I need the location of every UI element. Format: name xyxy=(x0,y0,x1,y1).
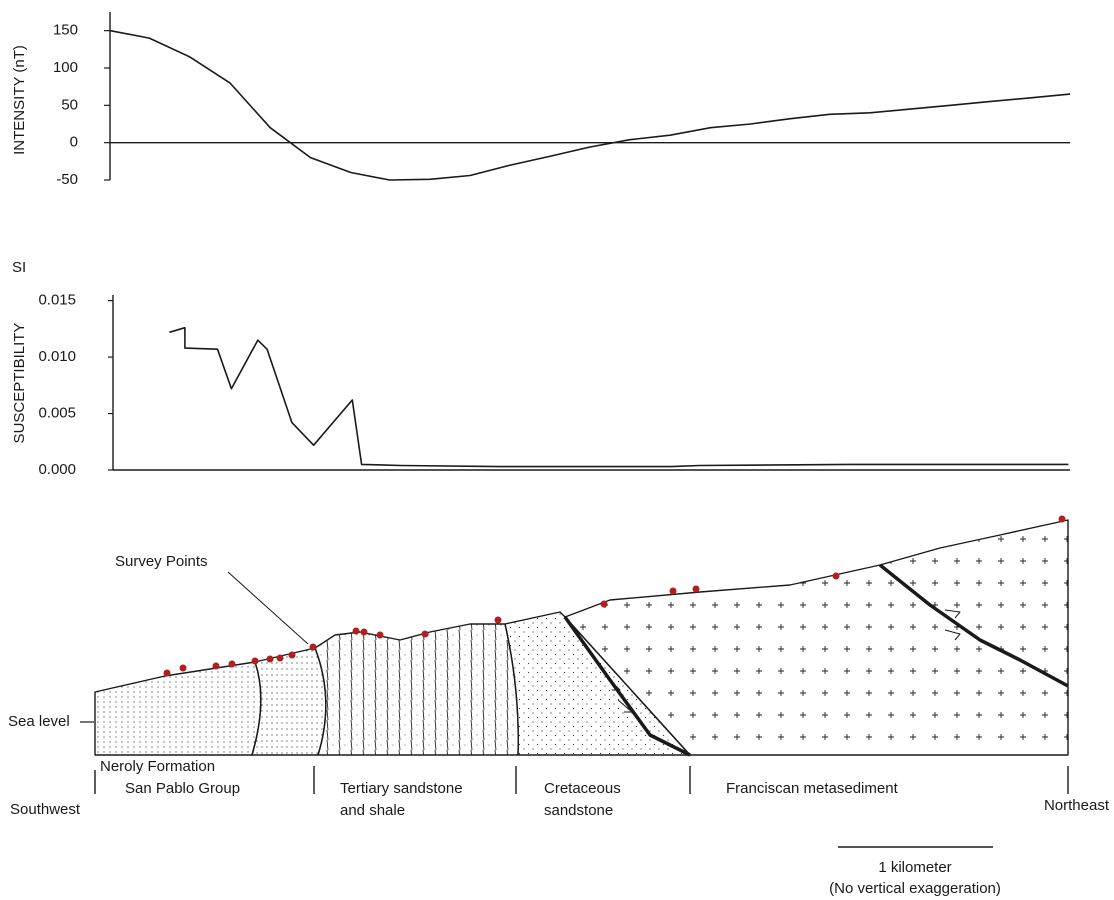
leader-line xyxy=(228,572,308,644)
unit-label: sandstone xyxy=(544,802,613,819)
unit-label: Neroly Formation xyxy=(100,758,215,775)
y-tick-label: 100 xyxy=(53,59,78,76)
direction-label: Southwest xyxy=(10,801,81,818)
scale-label: 1 kilometer xyxy=(878,859,951,876)
y-axis-label: SUSCEPTIBILITY xyxy=(11,323,28,444)
unit-label: Franciscan metasediment xyxy=(726,780,899,797)
y-tick-label: -50 xyxy=(56,171,78,188)
unit-label: SI xyxy=(12,259,26,276)
y-tick-label: 150 xyxy=(53,22,78,39)
data-line xyxy=(111,31,1071,180)
y-tick-label: 50 xyxy=(61,96,78,113)
tertiary-unit xyxy=(315,624,518,755)
survey-label: Survey Points xyxy=(115,553,208,570)
data-line xyxy=(169,328,1068,467)
y-axis-label: INTENSITY (nT) xyxy=(11,45,28,155)
unit-label: and shale xyxy=(340,802,405,819)
unit-label: San Pablo Group xyxy=(125,780,240,797)
scale-note: (No vertical exaggeration) xyxy=(829,880,1001,897)
y-tick-label: 0.000 xyxy=(38,461,76,478)
unit-label: Cretaceous xyxy=(544,780,621,797)
cross-section xyxy=(95,520,1068,755)
unit-label: Tertiary sandstone xyxy=(340,780,463,797)
y-tick-label: 0.010 xyxy=(38,348,76,365)
y-tick-label: 0 xyxy=(70,134,78,151)
sea-level-label: Sea level xyxy=(8,713,70,730)
san-pablo-unit xyxy=(252,648,326,755)
y-tick-label: 0.015 xyxy=(38,292,76,309)
figure: INTENSITY (nT) SUSCEPTIBILITY SI Survey … xyxy=(0,0,1114,900)
y-tick-label: 0.005 xyxy=(38,405,76,422)
neroly-unit xyxy=(95,662,261,755)
direction-label: Northeast xyxy=(1044,797,1110,814)
